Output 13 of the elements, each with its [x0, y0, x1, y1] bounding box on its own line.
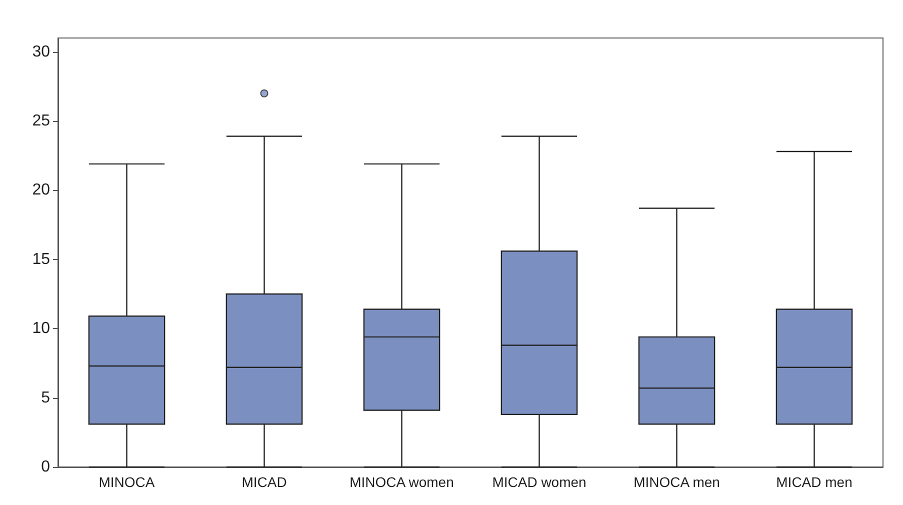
- y-tick-label: 30: [32, 43, 50, 60]
- y-tick-label: 20: [32, 182, 50, 199]
- x-tick-label: MINOCA women: [350, 474, 454, 490]
- x-tick-label: MINOCA: [98, 474, 156, 490]
- x-tick-label: MINOCA men: [634, 474, 720, 490]
- x-tick-label: MICAD men: [776, 474, 852, 490]
- y-tick-label: 5: [41, 389, 50, 406]
- x-tick-label: MICAD: [242, 474, 287, 490]
- y-tick-label: 10: [32, 320, 50, 338]
- y-tick-label: 15: [32, 250, 50, 268]
- y-tick-label: 25: [32, 112, 50, 130]
- x-tick-label: MICAD women: [492, 474, 586, 490]
- y-tick-label: 0: [41, 458, 50, 476]
